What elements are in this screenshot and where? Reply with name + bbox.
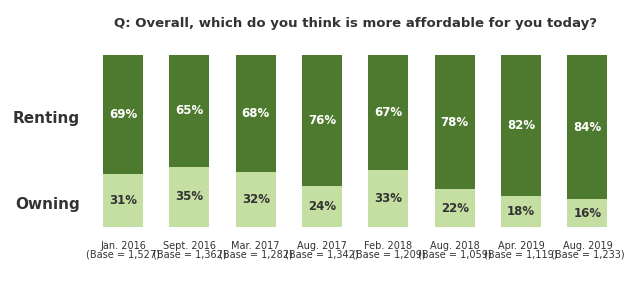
Text: (Base = 1,362): (Base = 1,362) xyxy=(152,249,226,259)
Bar xyxy=(103,55,143,174)
Text: Aug. 2017: Aug. 2017 xyxy=(297,241,347,251)
Bar xyxy=(302,186,342,227)
Text: 82%: 82% xyxy=(507,119,535,132)
Bar xyxy=(568,55,607,199)
Text: (Base = 1,527): (Base = 1,527) xyxy=(86,249,160,259)
Text: 76%: 76% xyxy=(308,114,336,127)
Text: (Base = 1,282): (Base = 1,282) xyxy=(219,249,292,259)
Text: (Base = 1,119): (Base = 1,119) xyxy=(484,249,558,259)
Text: 69%: 69% xyxy=(109,108,137,121)
Text: Renting: Renting xyxy=(13,111,80,126)
Text: (Base = 1,209): (Base = 1,209) xyxy=(351,249,425,259)
Bar xyxy=(103,174,143,227)
Text: Aug. 2019: Aug. 2019 xyxy=(563,241,612,251)
Text: 24%: 24% xyxy=(308,200,336,213)
Bar xyxy=(369,170,408,227)
Bar xyxy=(501,196,541,227)
Bar xyxy=(170,55,209,167)
Text: (Base = 1,233): (Base = 1,233) xyxy=(550,249,624,259)
Text: 65%: 65% xyxy=(175,104,204,117)
Title: Q: Overall, which do you think is more affordable for you today?: Q: Overall, which do you think is more a… xyxy=(114,17,596,30)
Text: Apr. 2019: Apr. 2019 xyxy=(498,241,545,251)
Text: 78%: 78% xyxy=(441,116,468,129)
Text: 16%: 16% xyxy=(573,207,602,220)
Text: (Base = 1,059): (Base = 1,059) xyxy=(418,249,492,259)
Text: 32%: 32% xyxy=(242,193,269,206)
Bar xyxy=(302,55,342,186)
Text: Feb. 2018: Feb. 2018 xyxy=(364,241,412,251)
Text: 84%: 84% xyxy=(573,121,602,134)
Bar xyxy=(170,167,209,227)
Text: 33%: 33% xyxy=(374,192,403,205)
Bar xyxy=(435,189,475,227)
Text: Owning: Owning xyxy=(15,197,80,212)
Text: Aug. 2018: Aug. 2018 xyxy=(430,241,479,251)
Text: 68%: 68% xyxy=(241,107,270,120)
Bar xyxy=(369,55,408,170)
Bar xyxy=(236,55,276,172)
Bar xyxy=(501,55,541,196)
Text: 35%: 35% xyxy=(175,190,204,203)
Bar xyxy=(236,172,276,227)
Text: 67%: 67% xyxy=(374,106,403,119)
Text: Sept. 2016: Sept. 2016 xyxy=(163,241,216,251)
Text: 22%: 22% xyxy=(441,202,468,214)
Text: (Base = 1,342): (Base = 1,342) xyxy=(285,249,359,259)
Bar xyxy=(568,199,607,227)
Bar xyxy=(435,55,475,189)
Text: Jan. 2016: Jan. 2016 xyxy=(100,241,146,251)
Text: 31%: 31% xyxy=(109,194,137,207)
Text: 18%: 18% xyxy=(507,205,535,218)
Text: Mar. 2017: Mar. 2017 xyxy=(232,241,280,251)
